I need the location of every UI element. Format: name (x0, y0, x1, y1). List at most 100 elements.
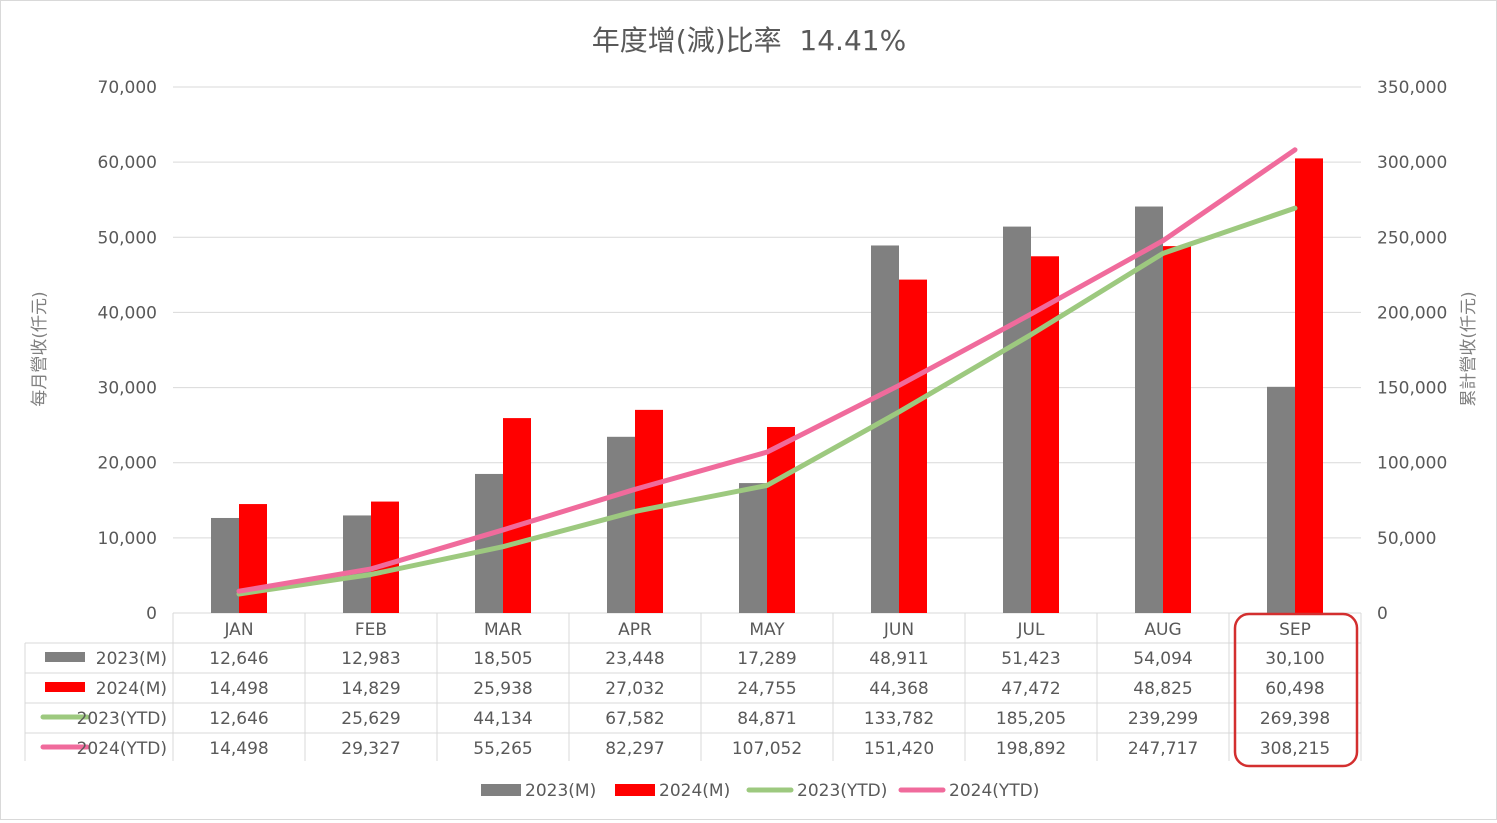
bar-2023(M)-FEB (343, 515, 371, 613)
left-tick-label: 50,000 (98, 228, 157, 248)
chart-title: 年度增(減)比率 14.41% (592, 24, 906, 57)
table-key-2023(M) (45, 652, 85, 662)
legend-label: 2024(M) (659, 781, 730, 801)
bar-2024(M)-AUG (1163, 246, 1191, 614)
table-cell: 12,983 (341, 649, 400, 669)
category-label: JUN (883, 620, 914, 640)
bar-2023(M)-MAR (475, 473, 503, 613)
table-key-2024(M) (45, 682, 85, 692)
bar-2024(M)-MAY (767, 426, 795, 613)
line-2024(YTD) (236, 147, 1298, 594)
category-label: AUG (1144, 620, 1181, 640)
line-series (236, 147, 1298, 597)
table-cell: 107,052 (732, 739, 802, 759)
table-cell: 48,825 (1133, 679, 1192, 699)
right-axis-ticks: 0 50,000 100,000 150,000 200,000 250,000 300,0… (1377, 78, 1447, 624)
right-tick-label: 100,000 (1377, 454, 1447, 474)
legend-label: 2024(YTD) (949, 781, 1039, 801)
table-cell: 14,498 (209, 739, 268, 759)
table-cell: 25,629 (341, 709, 400, 729)
table-cell: 23,448 (605, 649, 664, 669)
legend-key-2024(M) (615, 784, 655, 796)
category-label: JAN (223, 620, 253, 640)
table-series-name: 2024(YTD) (77, 739, 167, 759)
table-cell: 247,717 (1128, 739, 1198, 759)
bar-2023(M)-JUN (871, 245, 899, 614)
category-label: MAR (484, 620, 522, 640)
bar-2023(M)-JAN (211, 517, 239, 613)
left-tick-label: 40,000 (98, 303, 157, 323)
right-tick-label: 0 (1377, 604, 1388, 624)
category-label: SEP (1279, 620, 1311, 640)
table-cell: 44,368 (869, 679, 928, 699)
table-cell: 51,423 (1001, 649, 1060, 669)
bar-2024(M)-JUN (899, 279, 927, 613)
left-tick-label: 10,000 (98, 529, 157, 549)
line-2023(YTD) (236, 205, 1298, 597)
right-tick-label: 300,000 (1377, 153, 1447, 173)
table-cell: 308,215 (1260, 739, 1330, 759)
right-tick-label: 250,000 (1377, 228, 1447, 248)
table-cell: 84,871 (737, 709, 796, 729)
data-table: JAN FEB MAR APR MAY JUN JUL AUG SEP 2023(M) 12,646… (24, 613, 1362, 761)
category-label: FEB (355, 620, 387, 640)
legend: 2023(M) 2024(M) 2023(YTD) 2024(YTD) (481, 781, 1039, 801)
legend-key-2023(M) (481, 784, 521, 796)
table-cell: 12,646 (209, 709, 268, 729)
bar-2023(M)-JUL (1003, 226, 1031, 613)
table-cell: 18,505 (473, 649, 532, 669)
sep-highlight-box (1233, 612, 1359, 768)
table-cell: 151,420 (864, 739, 934, 759)
table-series-name: 2024(M) (96, 679, 167, 699)
table-cell: 60,498 (1265, 679, 1324, 699)
table-cell: 239,299 (1128, 709, 1198, 729)
right-axis-title: 累計營收(仟元) (1459, 291, 1479, 406)
table-cell: 133,782 (864, 709, 934, 729)
category-label: APR (618, 620, 652, 640)
table-cell: 44,134 (473, 709, 532, 729)
left-tick-label: 20,000 (98, 454, 157, 474)
bar-2024(M)-JUL (1031, 256, 1059, 613)
table-cell: 14,498 (209, 679, 268, 699)
right-tick-label: 150,000 (1377, 379, 1447, 399)
bar-2023(M)-APR (607, 436, 635, 613)
table-cell: 67,582 (605, 709, 664, 729)
table-series-name: 2023(YTD) (77, 709, 167, 729)
table-cell: 14,829 (341, 679, 400, 699)
bar-series (211, 158, 1323, 614)
table-cell: 30,100 (1265, 649, 1324, 669)
left-axis-ticks: 0 10,000 20,000 30,000 40,000 50,000 60,000 70,… (98, 78, 157, 624)
table-series-name: 2023(M) (96, 649, 167, 669)
right-tick-label: 350,000 (1377, 78, 1447, 98)
category-label: MAY (749, 620, 785, 640)
left-axis-title: 每月營收(仟元) (30, 291, 50, 406)
left-tick-label: 60,000 (98, 153, 157, 173)
left-tick-label: 0 (146, 604, 157, 624)
bar-2023(M)-MAY (739, 483, 767, 613)
bar-2023(M)-SEP (1267, 386, 1295, 613)
table-cell: 27,032 (605, 679, 664, 699)
category-label: JUL (1017, 620, 1045, 640)
legend-label: 2023(YTD) (797, 781, 887, 801)
table-cell: 47,472 (1001, 679, 1060, 699)
bar-2024(M)-FEB (371, 501, 399, 613)
table-cell: 25,938 (473, 679, 532, 699)
table-cell: 55,265 (473, 739, 532, 759)
table-cell: 198,892 (996, 739, 1066, 759)
table-cell: 54,094 (1133, 649, 1192, 669)
bar-2024(M)-MAR (503, 418, 531, 613)
table-cell: 24,755 (737, 679, 796, 699)
right-tick-label: 50,000 (1377, 529, 1436, 549)
bar-2023(M)-AUG (1135, 206, 1163, 614)
table-cell: 29,327 (341, 739, 400, 759)
table-cell: 269,398 (1260, 709, 1330, 729)
bar-2024(M)-JAN (239, 504, 267, 613)
table-cell: 12,646 (209, 649, 268, 669)
left-tick-label: 70,000 (98, 78, 157, 98)
table-cell: 82,297 (605, 739, 664, 759)
bar-2024(M)-SEP (1295, 158, 1323, 613)
table-cell: 185,205 (996, 709, 1066, 729)
table-cell: 17,289 (737, 649, 796, 669)
